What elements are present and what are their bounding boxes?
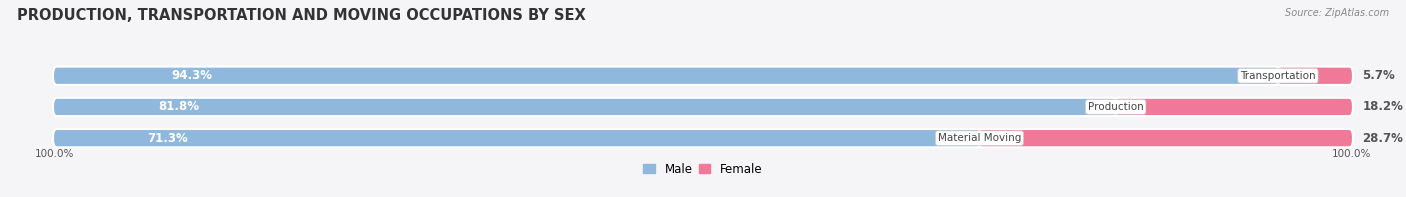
Text: 94.3%: 94.3% (172, 69, 212, 82)
Text: PRODUCTION, TRANSPORTATION AND MOVING OCCUPATIONS BY SEX: PRODUCTION, TRANSPORTATION AND MOVING OC… (17, 8, 586, 23)
FancyBboxPatch shape (1116, 99, 1353, 115)
Text: Material Moving: Material Moving (938, 133, 1021, 143)
FancyBboxPatch shape (980, 130, 1353, 146)
Text: Transportation: Transportation (1240, 71, 1316, 81)
Text: 18.2%: 18.2% (1362, 100, 1403, 113)
FancyBboxPatch shape (53, 130, 1353, 146)
FancyBboxPatch shape (53, 99, 1353, 115)
Text: 100.0%: 100.0% (1331, 149, 1371, 159)
Legend: Male, Female: Male, Female (638, 158, 768, 180)
FancyBboxPatch shape (53, 99, 1116, 115)
Text: 28.7%: 28.7% (1362, 132, 1403, 145)
FancyBboxPatch shape (53, 68, 1278, 84)
Text: 100.0%: 100.0% (35, 149, 75, 159)
FancyBboxPatch shape (53, 68, 1353, 84)
Text: 5.7%: 5.7% (1362, 69, 1395, 82)
FancyBboxPatch shape (1278, 68, 1353, 84)
Text: Production: Production (1088, 102, 1143, 112)
Text: Source: ZipAtlas.com: Source: ZipAtlas.com (1285, 8, 1389, 18)
Text: 81.8%: 81.8% (159, 100, 200, 113)
Text: 71.3%: 71.3% (148, 132, 188, 145)
FancyBboxPatch shape (53, 130, 980, 146)
